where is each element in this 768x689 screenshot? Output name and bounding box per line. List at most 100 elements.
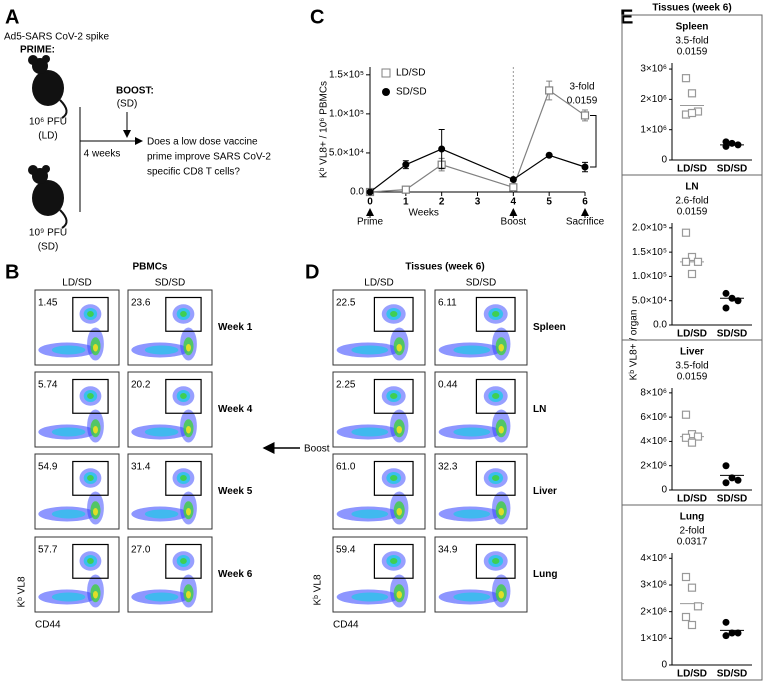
boost-marker-label: Boost xyxy=(304,444,330,455)
y-tick-label: 8×10⁶ xyxy=(640,387,667,398)
point xyxy=(693,257,703,266)
density xyxy=(51,509,86,519)
annotation: 0.0159 xyxy=(677,372,708,383)
gate xyxy=(72,296,109,332)
density xyxy=(51,345,86,355)
y-axis-label: Kᵇ VL8 xyxy=(313,574,324,605)
flow-plot: 32.3 xyxy=(434,453,528,530)
point xyxy=(734,141,742,149)
density xyxy=(498,591,504,599)
column-header: LD/SD xyxy=(364,278,393,289)
density xyxy=(180,475,187,481)
density xyxy=(180,311,187,317)
vector-label: Ad5-SARS CoV-2 spike xyxy=(4,32,109,43)
gate xyxy=(165,543,202,579)
density xyxy=(180,558,187,564)
prime-label: PRIME: xyxy=(20,45,55,56)
x-axis-label: CD44 xyxy=(35,620,61,631)
column-header: SD/SD xyxy=(155,278,186,289)
gate xyxy=(72,543,109,579)
point xyxy=(693,432,703,441)
density xyxy=(87,558,94,564)
gate xyxy=(475,543,516,579)
density xyxy=(185,508,191,516)
y-tick-label: 3×10⁶ xyxy=(640,64,667,75)
point xyxy=(681,433,691,442)
point xyxy=(687,583,697,592)
annotation: 2-fold xyxy=(679,526,704,537)
subpanel-title: Lung xyxy=(680,512,704,523)
point xyxy=(681,74,691,83)
flow-plot: 59.4 xyxy=(332,536,426,613)
y-tick-label: 4×10⁶ xyxy=(640,436,667,447)
y-tick-label: 2.0×10⁵ xyxy=(632,222,667,233)
density xyxy=(180,393,187,399)
panel-title: PBMCs xyxy=(132,262,167,273)
row-label: Spleen xyxy=(533,322,566,333)
gate-percentage: 34.9 xyxy=(438,545,458,556)
point xyxy=(687,252,697,262)
boost-dose: (SD) xyxy=(117,99,138,110)
point xyxy=(728,474,736,482)
y-tick-label: 1.5×10⁵ xyxy=(632,247,667,258)
panel-title: Tissues (week 6) xyxy=(652,3,731,14)
panel-title: Tissues (week 6) xyxy=(405,262,484,273)
density xyxy=(492,558,500,564)
row-label: Liver xyxy=(533,486,557,497)
point xyxy=(687,438,697,447)
point xyxy=(722,632,730,640)
point xyxy=(366,188,374,196)
point xyxy=(545,151,553,159)
gate-percentage: 32.3 xyxy=(438,462,458,473)
density xyxy=(351,427,389,437)
point xyxy=(728,629,736,637)
point xyxy=(438,145,446,153)
y-tick-label: 2×10⁶ xyxy=(640,94,667,105)
x-tick-label: LD/SD xyxy=(677,494,707,505)
gate-percentage: 6.11 xyxy=(438,298,457,309)
series-line xyxy=(369,148,586,193)
density xyxy=(144,592,179,602)
density xyxy=(144,345,179,355)
point xyxy=(509,176,517,183)
density xyxy=(185,426,191,434)
gate-percentage: 20.2 xyxy=(131,380,151,391)
flow-plot: 5.74 xyxy=(34,371,120,448)
gate xyxy=(165,378,202,414)
density xyxy=(92,426,99,434)
subpanel-title: LN xyxy=(685,182,698,193)
gate-percentage: 0.44 xyxy=(438,380,458,391)
series-line xyxy=(369,89,586,193)
density xyxy=(498,344,504,352)
panel-label: E xyxy=(620,6,633,28)
annotation: 2.6-fold xyxy=(675,196,708,207)
y-tick-label: 6×10⁶ xyxy=(640,412,667,423)
x-tick-label: LD/SD xyxy=(677,669,707,680)
gate xyxy=(373,378,414,414)
x-tick-label: 2 xyxy=(439,197,445,208)
point xyxy=(734,297,742,305)
density xyxy=(185,591,191,599)
x-tick-label: LD/SD xyxy=(677,329,707,340)
density xyxy=(92,591,99,599)
density xyxy=(498,508,504,516)
gate-percentage: 23.6 xyxy=(131,298,151,309)
annotation: 0.0159 xyxy=(677,47,708,58)
density xyxy=(492,311,500,317)
y-tick-label: 5.0×10⁴ xyxy=(632,295,667,306)
column-header: SD/SD xyxy=(466,278,497,289)
panel-label: B xyxy=(5,261,19,283)
flow-plot: 22.5 xyxy=(332,289,426,366)
annotation: 0.0317 xyxy=(677,537,708,548)
y-axis-label: Kᵇ VL8 xyxy=(17,576,28,607)
x-tick-label: LD/SD xyxy=(677,164,707,175)
density xyxy=(453,345,491,355)
ld-dose: 10⁶ PFU xyxy=(29,117,67,128)
subpanel-title: Spleen xyxy=(676,22,709,33)
row-label: Week 1 xyxy=(218,322,253,333)
question-line: Does a low dose vaccine xyxy=(147,137,258,148)
gate xyxy=(72,460,109,496)
y-tick-label: 2×10⁶ xyxy=(640,460,667,471)
point xyxy=(687,108,697,118)
